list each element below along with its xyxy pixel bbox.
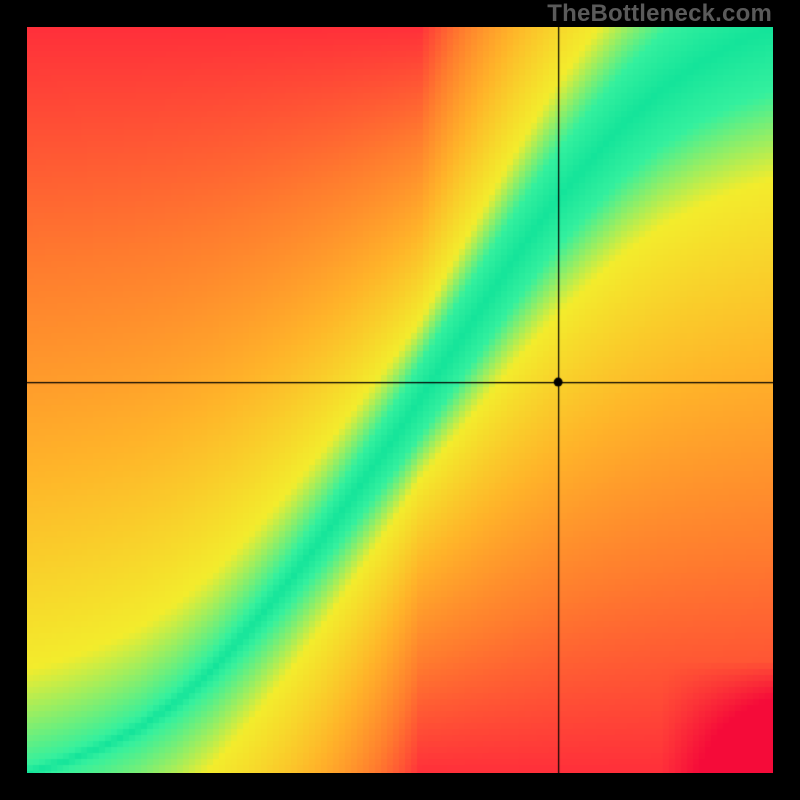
chart-container: TheBottleneck.com <box>0 0 800 800</box>
watermark-text: TheBottleneck.com <box>547 0 772 28</box>
bottleneck-heatmap <box>27 27 773 773</box>
